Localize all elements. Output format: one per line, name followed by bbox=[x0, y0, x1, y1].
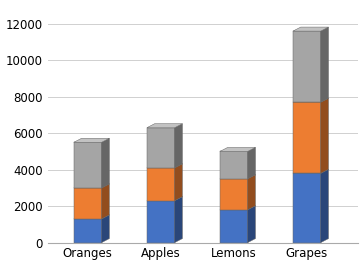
Polygon shape bbox=[220, 147, 256, 151]
Polygon shape bbox=[74, 215, 109, 219]
Polygon shape bbox=[74, 138, 109, 142]
Polygon shape bbox=[220, 175, 256, 179]
Polygon shape bbox=[102, 138, 109, 188]
Polygon shape bbox=[220, 206, 256, 210]
Polygon shape bbox=[248, 147, 256, 179]
Polygon shape bbox=[147, 168, 175, 201]
Polygon shape bbox=[147, 124, 182, 128]
Polygon shape bbox=[220, 179, 248, 210]
Polygon shape bbox=[220, 210, 248, 243]
Polygon shape bbox=[74, 184, 109, 188]
Polygon shape bbox=[74, 219, 102, 243]
Polygon shape bbox=[293, 173, 321, 243]
Polygon shape bbox=[74, 142, 102, 188]
Polygon shape bbox=[248, 206, 256, 243]
Polygon shape bbox=[102, 215, 109, 243]
Polygon shape bbox=[321, 27, 328, 102]
Polygon shape bbox=[248, 175, 256, 210]
Polygon shape bbox=[74, 188, 102, 219]
Polygon shape bbox=[321, 98, 328, 173]
Polygon shape bbox=[220, 151, 248, 179]
Polygon shape bbox=[102, 184, 109, 219]
Polygon shape bbox=[175, 164, 182, 201]
Polygon shape bbox=[175, 197, 182, 243]
Polygon shape bbox=[147, 164, 182, 168]
Polygon shape bbox=[147, 128, 175, 168]
Polygon shape bbox=[293, 102, 321, 173]
Polygon shape bbox=[293, 169, 328, 173]
Polygon shape bbox=[147, 197, 182, 201]
Polygon shape bbox=[175, 124, 182, 168]
Polygon shape bbox=[321, 169, 328, 243]
Polygon shape bbox=[293, 27, 328, 31]
Polygon shape bbox=[293, 31, 321, 102]
Polygon shape bbox=[147, 201, 175, 243]
Polygon shape bbox=[293, 98, 328, 102]
